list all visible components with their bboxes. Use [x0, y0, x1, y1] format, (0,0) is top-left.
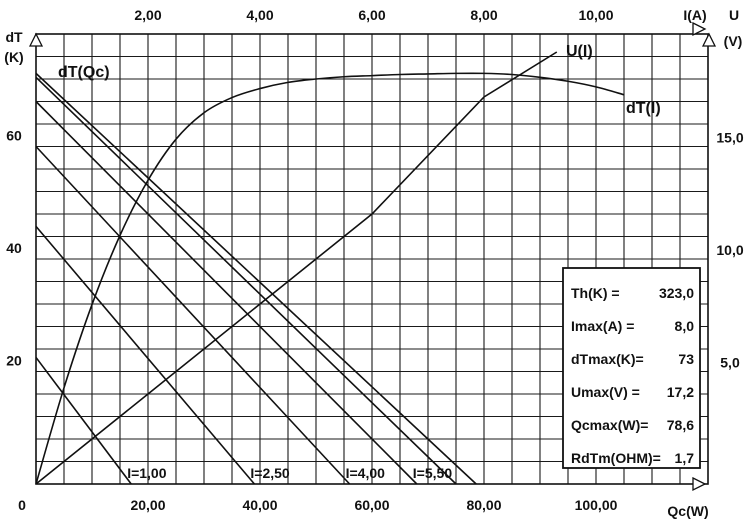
- bottom-tick-label: 40,00: [242, 497, 277, 513]
- dT-Qc-curve-label: dT(Qc): [58, 64, 110, 81]
- dT-Qc-line: [35, 76, 457, 485]
- current-line-label: I=1,00: [127, 465, 167, 481]
- parameter-value: 323,0: [659, 285, 694, 301]
- bottom-tick-label: 20,00: [130, 497, 165, 513]
- left-tick-label: 20: [6, 353, 22, 369]
- bottom-tick-label: 60,00: [354, 497, 389, 513]
- top-tick-label: 6,00: [358, 7, 385, 23]
- top-axis-label: I(A): [683, 7, 706, 23]
- U-I-curve-label: U(I): [566, 43, 593, 60]
- bottom-axis-ticks: 20,00 40,00 60,00 80,00 100,00: [130, 497, 617, 513]
- right-axis-label-name: U: [729, 7, 739, 23]
- parameter-label: Th(K) =: [571, 285, 620, 301]
- U-I-curve: [35, 51, 558, 485]
- parameter-label: RdTm(OHM)=: [571, 450, 661, 466]
- top-tick-label: 8,00: [470, 7, 497, 23]
- parameter-rows: Th(K) = 323,0 Imax(A) = 8,0 dTmax(K)= 73 Umax(…: [571, 285, 694, 466]
- bottom-axis-arrow: [692, 476, 707, 492]
- top-axis-ticks: 2,00 4,00 6,00 8,00 10,00: [134, 7, 613, 23]
- parameter-value: 1,7: [675, 450, 695, 466]
- curve-labels: dT(Qc) U(I) dT(I): [58, 43, 661, 117]
- top-tick-label: 4,00: [246, 7, 273, 23]
- parameter-value: 73: [678, 351, 694, 367]
- current-line-label: I=5,50: [413, 465, 453, 481]
- parameter-value: 8,0: [675, 318, 695, 334]
- left-axis-arrow: [28, 32, 44, 47]
- parameter-box: Th(K) = 323,0 Imax(A) = 8,0 dTmax(K)= 73 Umax(…: [562, 267, 701, 469]
- parameter-label: Umax(V) =: [571, 384, 640, 400]
- left-tick-label: 60: [6, 128, 22, 144]
- dT-Qc-line: [35, 100, 418, 485]
- current-line-label: I=2,50: [250, 465, 290, 481]
- right-axis-ticks: 5,0 10,0 15,0: [716, 130, 743, 371]
- top-axis-arrow: [692, 21, 707, 37]
- right-axis-arrow: [701, 32, 717, 47]
- current-line-label: I=4,00: [346, 465, 386, 481]
- right-tick-label: 15,0: [716, 130, 743, 146]
- parameter-box-frame: [562, 267, 701, 469]
- parameter-label: dTmax(K)=: [571, 351, 644, 367]
- right-tick-label: 10,0: [716, 242, 743, 258]
- bottom-tick-label: 100,00: [575, 497, 618, 513]
- top-tick-label: 10,00: [578, 7, 613, 23]
- left-axis-label-name: dT: [5, 29, 23, 45]
- axis-arrows: [28, 21, 717, 492]
- left-axis-ticks: 20 40 60: [6, 128, 22, 369]
- dT-I-curve-label: dT(I): [626, 100, 661, 117]
- dT-Qc-lines: I=1,00 I=2,50 I=4,00 I=5,50: [35, 72, 477, 485]
- bottom-tick-label: 80,00: [466, 497, 501, 513]
- dT-Qc-line: [35, 356, 132, 485]
- right-tick-label: 5,0: [720, 355, 740, 371]
- dT-Qc-line: [35, 72, 477, 485]
- origin-label: 0: [18, 497, 26, 513]
- dT-I-curve: [35, 72, 625, 485]
- parameter-value: 17,2: [667, 384, 694, 400]
- right-axis-label-unit: (V): [724, 33, 743, 49]
- parameter-label: Imax(A) =: [571, 318, 634, 334]
- dT-Qc-line: [35, 145, 351, 485]
- series-curves: [35, 51, 625, 485]
- left-axis-label-unit: (K): [4, 49, 23, 65]
- plot-frame: [35, 33, 709, 485]
- parameter-value: 78,6: [667, 417, 694, 433]
- bottom-axis-label: Qc(W): [667, 503, 708, 519]
- top-tick-label: 2,00: [134, 7, 161, 23]
- left-tick-label: 40: [6, 240, 22, 256]
- parameter-label: Qcmax(W)=: [571, 417, 648, 433]
- dT-Qc-line: [35, 225, 256, 485]
